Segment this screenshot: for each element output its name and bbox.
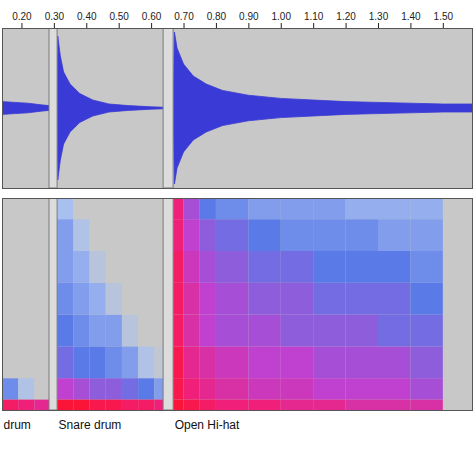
svg-text:0.60: 0.60 bbox=[142, 11, 162, 22]
svg-text:Snare drum: Snare drum bbox=[59, 418, 122, 432]
svg-text:0.40: 0.40 bbox=[77, 11, 97, 22]
svg-text:1.20: 1.20 bbox=[336, 11, 356, 22]
svg-text:1.40: 1.40 bbox=[401, 11, 421, 22]
svg-text:0.30: 0.30 bbox=[45, 11, 65, 22]
svg-text:Open Hi-hat: Open Hi-hat bbox=[175, 418, 240, 432]
svg-text:1.50: 1.50 bbox=[434, 11, 454, 22]
svg-text:0.50: 0.50 bbox=[109, 11, 129, 22]
svg-text:1.10: 1.10 bbox=[304, 11, 324, 22]
svg-text:0.80: 0.80 bbox=[207, 11, 227, 22]
svg-text:drum: drum bbox=[4, 418, 31, 432]
svg-text:1.00: 1.00 bbox=[272, 11, 292, 22]
svg-text:0.20: 0.20 bbox=[12, 11, 32, 22]
svg-text:0.90: 0.90 bbox=[239, 11, 259, 22]
svg-text:1.30: 1.30 bbox=[369, 11, 389, 22]
svg-text:0.70: 0.70 bbox=[174, 11, 194, 22]
